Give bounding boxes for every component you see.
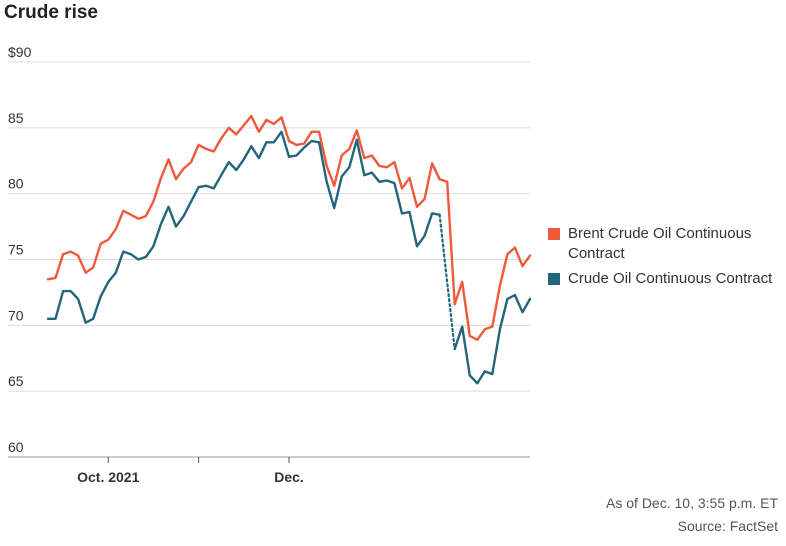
series-gap-connector-1 xyxy=(438,213,456,351)
legend-swatch-brent xyxy=(548,228,560,240)
y-tick-label: 80 xyxy=(8,176,24,192)
series-line-1-segment-0 xyxy=(46,130,441,324)
y-tick-label: $90 xyxy=(8,44,32,60)
grid-lines xyxy=(8,61,530,458)
series-line-0-segment-0 xyxy=(46,114,532,341)
chart-title: Crude rise xyxy=(4,2,98,23)
y-tick-label: 65 xyxy=(8,373,24,389)
source-note: Source: FactSet xyxy=(677,518,778,534)
x-tick-label: Oct. 2021 xyxy=(77,469,139,485)
x-tick-label: Dec. xyxy=(274,469,304,485)
legend-label-brent: Brent Crude Oil Continuous Contract xyxy=(568,225,752,262)
y-tick-label: 70 xyxy=(8,307,24,323)
timestamp-note: As of Dec. 10, 3:55 p.m. ET xyxy=(606,495,778,511)
series-lines xyxy=(46,114,532,385)
legend-label-wti: Crude Oil Continuous Contract xyxy=(568,270,773,287)
legend-item-wti: Crude Oil Continuous Contract xyxy=(548,269,782,289)
legend-item-brent: Brent Crude Oil Continuous Contract xyxy=(548,224,782,264)
axis-ticks: 60 65 70 75 80 85 $90 Oct. 2021 Dec. xyxy=(8,44,304,485)
y-tick-label: 75 xyxy=(8,242,24,258)
legend-swatch-wti xyxy=(548,273,560,285)
y-tick-label: 85 xyxy=(8,110,24,126)
legend: Brent Crude Oil Continuous Contract Crud… xyxy=(548,224,782,294)
footer: As of Dec. 10, 3:55 p.m. ET Source: Fact… xyxy=(606,492,778,538)
series-line-1-segment-1 xyxy=(453,293,532,385)
y-tick-label: 60 xyxy=(8,439,24,455)
